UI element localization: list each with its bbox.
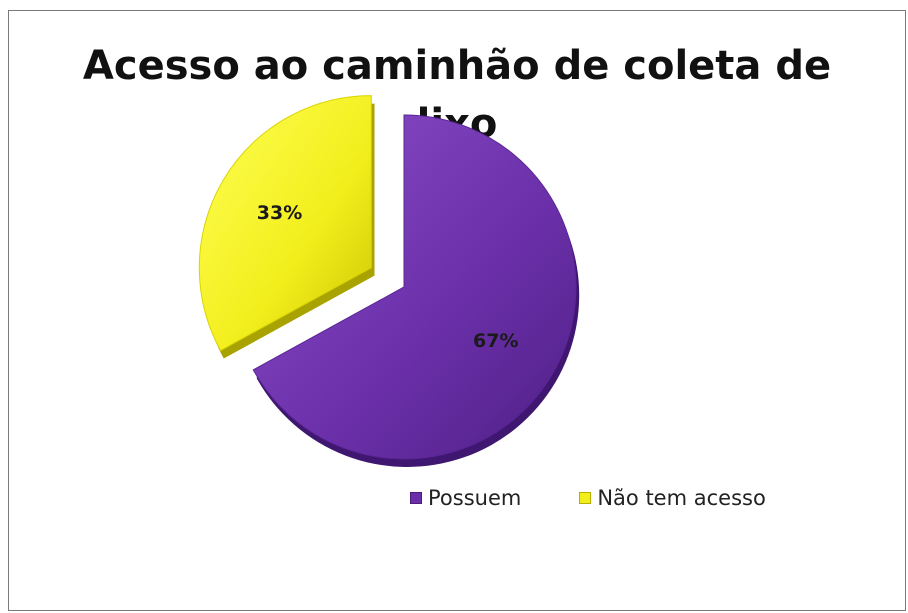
data-label-nao-tem-acesso: 33%: [257, 202, 302, 224]
legend-swatch-possuem: [410, 492, 422, 504]
legend-item-possuem: Possuem: [410, 486, 521, 510]
legend-swatch-nao-tem-acesso: [579, 492, 592, 504]
pie-slice-nao-tem-acesso: [198, 95, 372, 352]
data-label-possuem: 67%: [473, 330, 518, 352]
legend-label-nao-tem-acesso: Não tem acesso: [597, 486, 766, 510]
chart-legend: Possuem Não tem acesso: [410, 486, 824, 510]
chart-frame: Acesso ao caminhão de coleta de lixo: [8, 10, 906, 611]
legend-label-possuem: Possuem: [428, 486, 522, 510]
chart-title-line-1: Acesso ao caminhão de coleta de: [82, 43, 832, 89]
legend-item-nao-tem-acesso: Não tem acesso: [579, 486, 766, 510]
pie-slice-possuem: [252, 114, 577, 460]
